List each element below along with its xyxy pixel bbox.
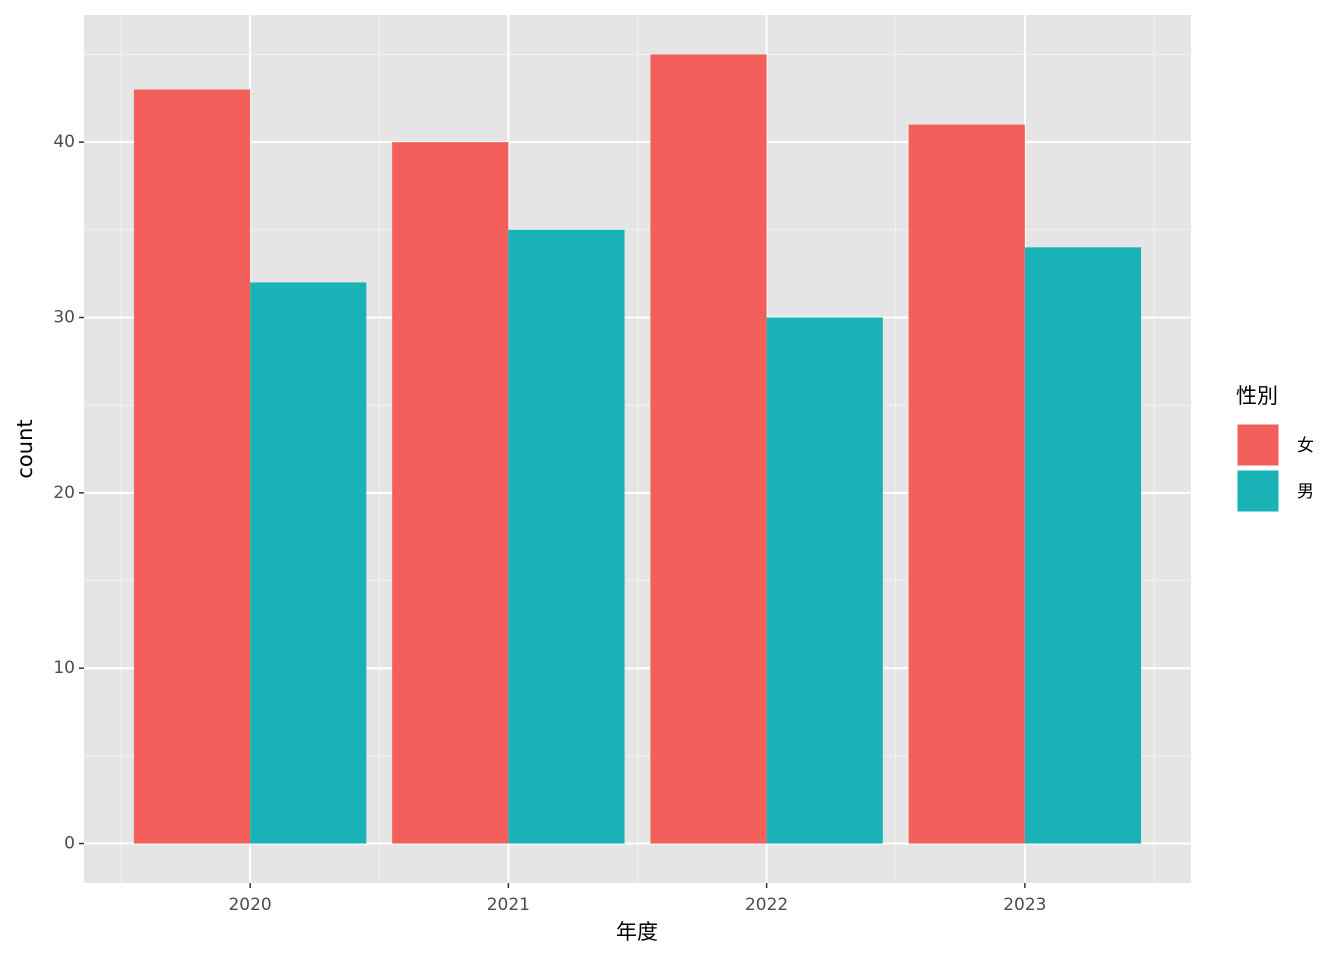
y-tick-label: 40 <box>53 132 75 152</box>
x-tick-label: 2020 <box>228 895 271 915</box>
bar <box>392 142 509 844</box>
legend-title: 性別 <box>1236 384 1278 408</box>
x-axis-title: 年度 <box>616 920 658 944</box>
y-tick-label: 30 <box>53 307 75 327</box>
bar <box>766 317 883 844</box>
legend-label: 男 <box>1297 482 1314 502</box>
y-tick-label: 10 <box>53 658 75 678</box>
bar <box>908 124 1025 844</box>
bar <box>1024 247 1142 844</box>
x-tick-label: 2021 <box>487 895 530 915</box>
bar <box>650 54 767 844</box>
bar <box>508 229 625 844</box>
bar <box>133 89 251 844</box>
x-tick-label: 2022 <box>745 895 788 915</box>
legend-key <box>1236 469 1280 513</box>
y-tick-label: 0 <box>64 834 75 854</box>
legend-label: 女 <box>1297 436 1314 456</box>
y-axis-title: count <box>13 419 37 478</box>
legend-key <box>1236 423 1280 467</box>
bar <box>250 282 367 844</box>
x-tick-label: 2023 <box>1003 895 1046 915</box>
y-tick-label: 20 <box>53 483 75 503</box>
